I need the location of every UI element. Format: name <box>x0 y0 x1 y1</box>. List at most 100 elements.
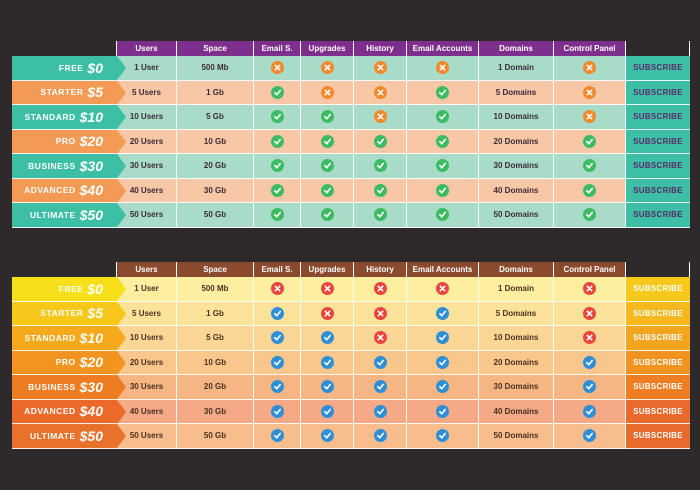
column-header: Space <box>177 262 254 277</box>
cross-icon <box>320 85 334 99</box>
column-header: History <box>354 41 407 56</box>
subscribe-button[interactable]: SUBSCRIBE <box>626 178 690 203</box>
arrow-shape <box>117 154 126 178</box>
plan-price: $0 <box>87 280 103 297</box>
check-icon <box>436 380 449 394</box>
plan-name: FREE <box>58 283 84 294</box>
control-panel-cell <box>554 277 626 302</box>
cross-icon <box>583 306 596 320</box>
space-cell: 30 Gb <box>177 399 254 424</box>
email-s-cell <box>254 277 301 302</box>
check-icon <box>583 208 596 222</box>
space-cell: 20 Gb <box>177 154 254 179</box>
space-cell: 500 Mb <box>177 277 254 302</box>
pricing-table-2: Users Space Email S. Upgrades History Email A… <box>12 262 690 449</box>
upgrades-cell <box>301 154 354 179</box>
plan-price: $10 <box>79 329 103 346</box>
cross-icon <box>583 282 596 296</box>
check-icon <box>373 159 387 173</box>
check-icon <box>583 429 596 443</box>
arrow-shape <box>117 203 126 227</box>
history-cell <box>354 375 407 400</box>
subscribe-button[interactable]: SUBSCRIBE <box>626 326 690 351</box>
domains-cell: 30 Domains <box>479 154 554 179</box>
control-panel-cell <box>554 375 626 400</box>
plan-name: PRO <box>55 357 76 368</box>
users-cell: 30 Users <box>117 375 177 400</box>
check-icon <box>320 110 334 124</box>
plan-price: $20 <box>79 133 103 150</box>
history-cell <box>354 129 407 154</box>
subscribe-button[interactable]: SUBSCRIBE <box>626 375 690 400</box>
column-header: Email S. <box>254 262 301 277</box>
table-header: Users Space Email S. Upgrades History Email A… <box>12 41 690 56</box>
arrow-shape <box>117 375 126 399</box>
upgrades-cell <box>301 178 354 203</box>
check-icon <box>436 429 449 443</box>
space-cell: 20 Gb <box>177 375 254 400</box>
domains-cell: 50 Domains <box>479 424 554 449</box>
email-s-cell <box>254 424 301 449</box>
cross-icon <box>583 61 596 75</box>
table-row: STARTER $5 5 Users 1 Gb 5 Domains SUBSCRIBE <box>12 301 690 326</box>
email-s-cell <box>254 350 301 375</box>
subscribe-button[interactable]: SUBSCRIBE <box>626 424 690 449</box>
users-cell: 50 Users <box>117 203 177 228</box>
table-row: FREE $0 1 User 500 Mb 1 Domain SUBSCRIBE <box>12 277 690 302</box>
history-cell <box>354 203 407 228</box>
subscribe-button[interactable]: SUBSCRIBE <box>626 56 690 81</box>
users-cell: 30 Users <box>117 154 177 179</box>
check-icon <box>320 134 334 148</box>
arrow-shape <box>117 399 126 424</box>
plan-price: $50 <box>79 427 103 444</box>
arrow-shape <box>117 80 126 105</box>
check-icon <box>270 331 284 345</box>
column-header: Space <box>177 41 254 56</box>
subscribe-button[interactable]: SUBSCRIBE <box>626 105 690 130</box>
email-s-cell <box>254 203 301 228</box>
table-row: STANDARD $10 10 Users 5 Gb 10 Domains SUBSCRI… <box>12 105 690 130</box>
check-icon <box>320 429 334 443</box>
plan-name: BUSINESS <box>28 160 76 171</box>
users-cell: 20 Users <box>117 129 177 154</box>
column-header: Domains <box>479 262 554 277</box>
subscribe-button[interactable]: SUBSCRIBE <box>626 80 690 105</box>
plan-price: $30 <box>79 378 103 395</box>
subscribe-button[interactable]: SUBSCRIBE <box>626 399 690 424</box>
check-icon <box>373 380 387 394</box>
table-row: PRO $20 20 Users 10 Gb 20 Domains SUBSCRIBE <box>12 129 690 154</box>
upgrades-cell <box>301 350 354 375</box>
plan-price: $10 <box>79 108 103 125</box>
subscribe-button[interactable]: SUBSCRIBE <box>626 154 690 179</box>
space-cell: 5 Gb <box>177 326 254 351</box>
upgrades-cell <box>301 105 354 130</box>
space-cell: 50 Gb <box>177 203 254 228</box>
subscribe-button[interactable]: SUBSCRIBE <box>626 129 690 154</box>
subscribe-button[interactable]: SUBSCRIBE <box>626 277 690 302</box>
subscribe-button[interactable]: SUBSCRIBE <box>626 350 690 375</box>
check-icon <box>436 404 449 418</box>
plan-name: STANDARD <box>24 332 76 343</box>
email-s-cell <box>254 326 301 351</box>
users-cell: 10 Users <box>117 105 177 130</box>
check-icon <box>270 208 284 222</box>
table-body: FREE $0 1 User 500 Mb 1 Domain SUBSCRIBE START… <box>12 56 690 228</box>
plan-price: $30 <box>79 157 103 174</box>
cross-icon <box>373 331 387 345</box>
check-icon <box>583 183 596 197</box>
check-icon <box>320 183 334 197</box>
plan-label: STANDARD $10 <box>12 105 126 130</box>
subscribe-button[interactable]: SUBSCRIBE <box>626 203 690 228</box>
email-accounts-cell <box>407 129 479 154</box>
check-icon <box>583 134 596 148</box>
plan-price: $5 <box>87 84 103 101</box>
subscribe-button[interactable]: SUBSCRIBE <box>626 301 690 326</box>
domains-cell: 30 Domains <box>479 375 554 400</box>
cross-icon <box>583 85 596 99</box>
plan-label: FREE $0 <box>12 56 126 81</box>
plan-name: ADVANCED <box>24 406 76 417</box>
check-icon <box>436 355 449 369</box>
check-icon <box>583 159 596 173</box>
email-s-cell <box>254 105 301 130</box>
check-icon <box>436 331 449 345</box>
